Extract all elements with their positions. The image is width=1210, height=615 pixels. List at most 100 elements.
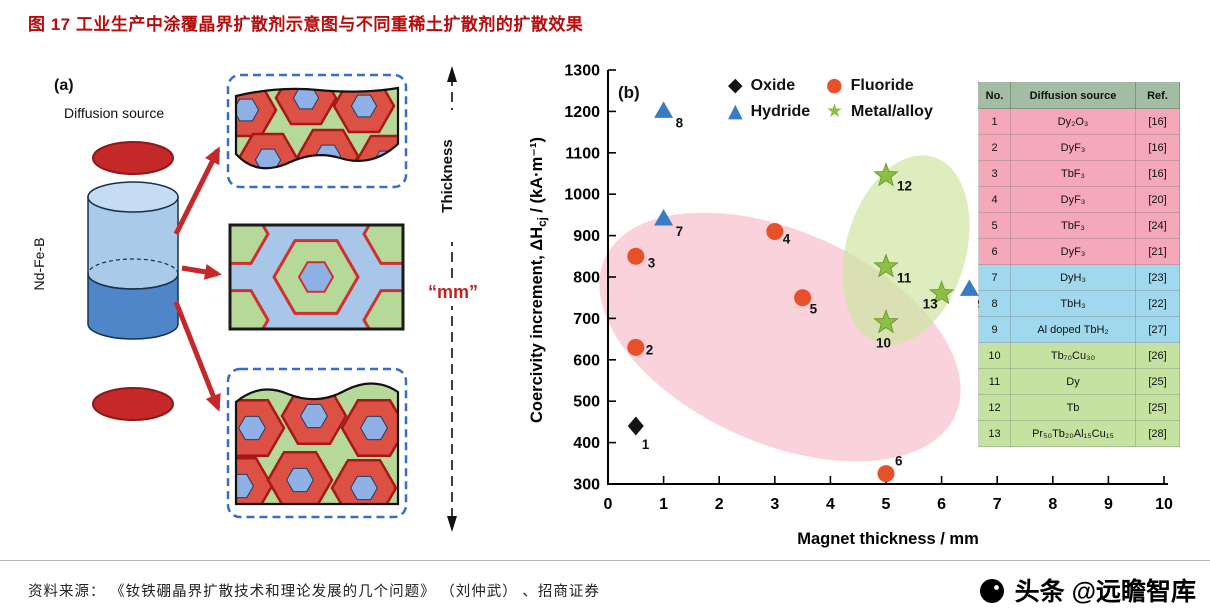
grain-hexagon <box>362 289 403 329</box>
diffusion-source-reference-table: No. Diffusion source Ref. 1 Dy₂O₃ [16] 2 DyF… <box>978 82 1180 447</box>
x-tick-label: 5 <box>882 496 891 513</box>
watermark-text: 头条 @远瞻智库 <box>1014 578 1196 606</box>
legend-label: Hydride <box>750 102 811 120</box>
y-axis-label: Coercivity increment, ΔHcj / (kA·m⁻¹) <box>528 137 549 423</box>
scatter-point-10 <box>873 309 899 334</box>
y-tick-label: 800 <box>573 270 600 287</box>
diffusion-arrows <box>173 146 222 412</box>
microstructure-box-middle <box>228 223 405 331</box>
legend-label: Oxide <box>750 76 796 94</box>
ref-table-row: 3 TbF₃ [16] <box>978 160 1180 187</box>
point-number-label: 7 <box>676 224 684 239</box>
point-number-label: 6 <box>895 454 903 469</box>
x-tick-label: 10 <box>1155 496 1173 513</box>
ref-table-header-no: No. <box>978 82 1011 109</box>
ref-table-row: 13 Pr₅₀Tb₂₀Al₁₅Cu₁₅ [28] <box>978 420 1180 447</box>
y-tick-label: 300 <box>573 477 600 494</box>
point-number-label: 10 <box>876 336 891 351</box>
ref-table-header-source: Diffusion source <box>1010 82 1136 109</box>
y-tick-label: 700 <box>573 311 600 328</box>
scatter-point-13 <box>928 280 955 305</box>
star-marker-icon: ★ <box>826 100 844 122</box>
point-number-label: 1 <box>642 437 650 452</box>
ref-table-row: 6 DyF₃ [21] <box>978 238 1180 265</box>
y-tick-label: 900 <box>573 228 600 245</box>
point-number-label: 5 <box>810 302 818 317</box>
point-number-label: 3 <box>648 255 656 270</box>
scatter-point-1 <box>627 416 644 436</box>
arrow-to-top-box <box>173 146 221 236</box>
panel-a-schematic: (a) Diffusion source Nd-Fe-B <box>28 52 518 563</box>
ref-table-body: 1 Dy₂O₃ [16] 2 DyF₃ [16] 3 TbF₃ [16] 4 DyF₃ [20] 5 Tb… <box>978 108 1180 447</box>
legend-label: Metal/alloy <box>851 102 933 120</box>
y-tick-label: 1200 <box>564 104 600 121</box>
watermark: 头条 @远瞻智库 <box>977 572 1196 608</box>
scatter-point-6 <box>877 465 895 483</box>
circle-marker-icon: ● <box>826 74 843 96</box>
ref-table-row: 1 Dy₂O₃ [16] <box>978 108 1180 135</box>
grain-hexagon <box>230 225 270 265</box>
x-tick-label: 8 <box>1048 496 1057 513</box>
microstructure-box-bottom <box>226 367 408 519</box>
ref-table-header-row: No. Diffusion source Ref. <box>978 82 1180 109</box>
y-tick-label: 500 <box>573 394 600 411</box>
diamond-marker-icon: ◆ <box>728 74 743 96</box>
scatter-point-9 <box>959 279 979 296</box>
grain-core <box>360 415 388 441</box>
ref-table-row: 10 Tb₇₀Cu₃₀ [26] <box>978 342 1180 369</box>
grain-core <box>350 94 378 118</box>
schematic-svg: (a) Diffusion source Nd-Fe-B <box>31 66 480 532</box>
panel-b-chart: 0 1 2 3 4 5 6 7 8 9 10 300 400 500 600 700 800 900 1000 11… <box>516 52 1206 558</box>
y-tick-label: 1300 <box>564 63 600 80</box>
scatter-point-8 <box>654 101 674 118</box>
ref-table-row: 8 TbH₃ [22] <box>978 290 1180 317</box>
thickness-arrow-up-icon <box>447 66 457 82</box>
cylinder-mid-dashed-line <box>87 258 179 290</box>
y-axis-ticks: 300 400 500 600 700 800 900 1000 1100 1200 1300 <box>564 63 616 494</box>
grain-core <box>236 473 254 499</box>
thickness-arrow-down-icon <box>447 516 457 532</box>
diffusion-source-disc-top <box>92 141 174 175</box>
grain-hexagon <box>230 289 270 329</box>
x-tick-label: 7 <box>993 496 1002 513</box>
grain-core <box>238 415 266 441</box>
ref-table-row: 5 TbF₃ [24] <box>978 212 1180 239</box>
ref-table-row: 9 Al doped TbH₂ [27] <box>978 316 1180 343</box>
x-axis-label: Magnet thickness / mm <box>797 530 979 548</box>
ref-table-row: 4 DyF₃ [20] <box>978 186 1180 213</box>
diffusion-source-disc-bottom <box>92 387 174 421</box>
scatter-points: 12345678910111213 <box>627 101 985 483</box>
y-tick-label: 1000 <box>564 187 600 204</box>
panel-a-label: (a) <box>54 77 74 94</box>
toutiao-logo-icon <box>979 579 1004 603</box>
x-tick-label: 4 <box>826 496 835 513</box>
grain-core <box>254 148 282 169</box>
figure-footer: 资料来源： 《钕铁硼晶界扩散技术和理论发展的几个问题》 （刘仲武） 、招商证券 … <box>0 560 1210 615</box>
legend-label: Fluoride <box>850 76 914 94</box>
legend-item-hydride: ▲ Hydride <box>728 102 826 121</box>
mm-scale-label: “mm” <box>428 282 478 302</box>
figure-title: 图 17 工业生产中涂覆晶界扩散剂示意图与不同重稀土扩散剂的扩散效果 <box>28 15 584 34</box>
ref-table-row: 7 DyH₃ [23] <box>978 264 1180 291</box>
ndfeb-cylinder <box>87 181 179 340</box>
diffusion-source-label: Diffusion source <box>64 105 164 121</box>
point-number-label: 11 <box>897 271 912 286</box>
y-tick-label: 400 <box>573 435 600 452</box>
point-number-label: 8 <box>676 115 684 130</box>
scatter-point-5 <box>794 289 812 307</box>
y-tick-label: 1100 <box>565 145 600 162</box>
grain-core <box>286 467 314 493</box>
point-number-label: 13 <box>923 297 939 312</box>
grain-core <box>297 261 335 293</box>
grain-core <box>292 88 320 110</box>
arrow-to-middle-box <box>181 263 222 280</box>
microstructure-box-top <box>226 73 408 189</box>
grain-core <box>350 475 378 501</box>
ref-table-header-ref: Ref. <box>1135 82 1180 109</box>
ref-table-row: 12 Tb [25] <box>978 394 1180 421</box>
point-number-label: 2 <box>646 342 654 357</box>
y-tick-label: 600 <box>573 352 600 369</box>
ndfeb-label: Nd-Fe-B <box>31 238 47 291</box>
x-tick-label: 0 <box>604 496 613 513</box>
ref-table-row: 11 Dy [25] <box>978 368 1180 395</box>
